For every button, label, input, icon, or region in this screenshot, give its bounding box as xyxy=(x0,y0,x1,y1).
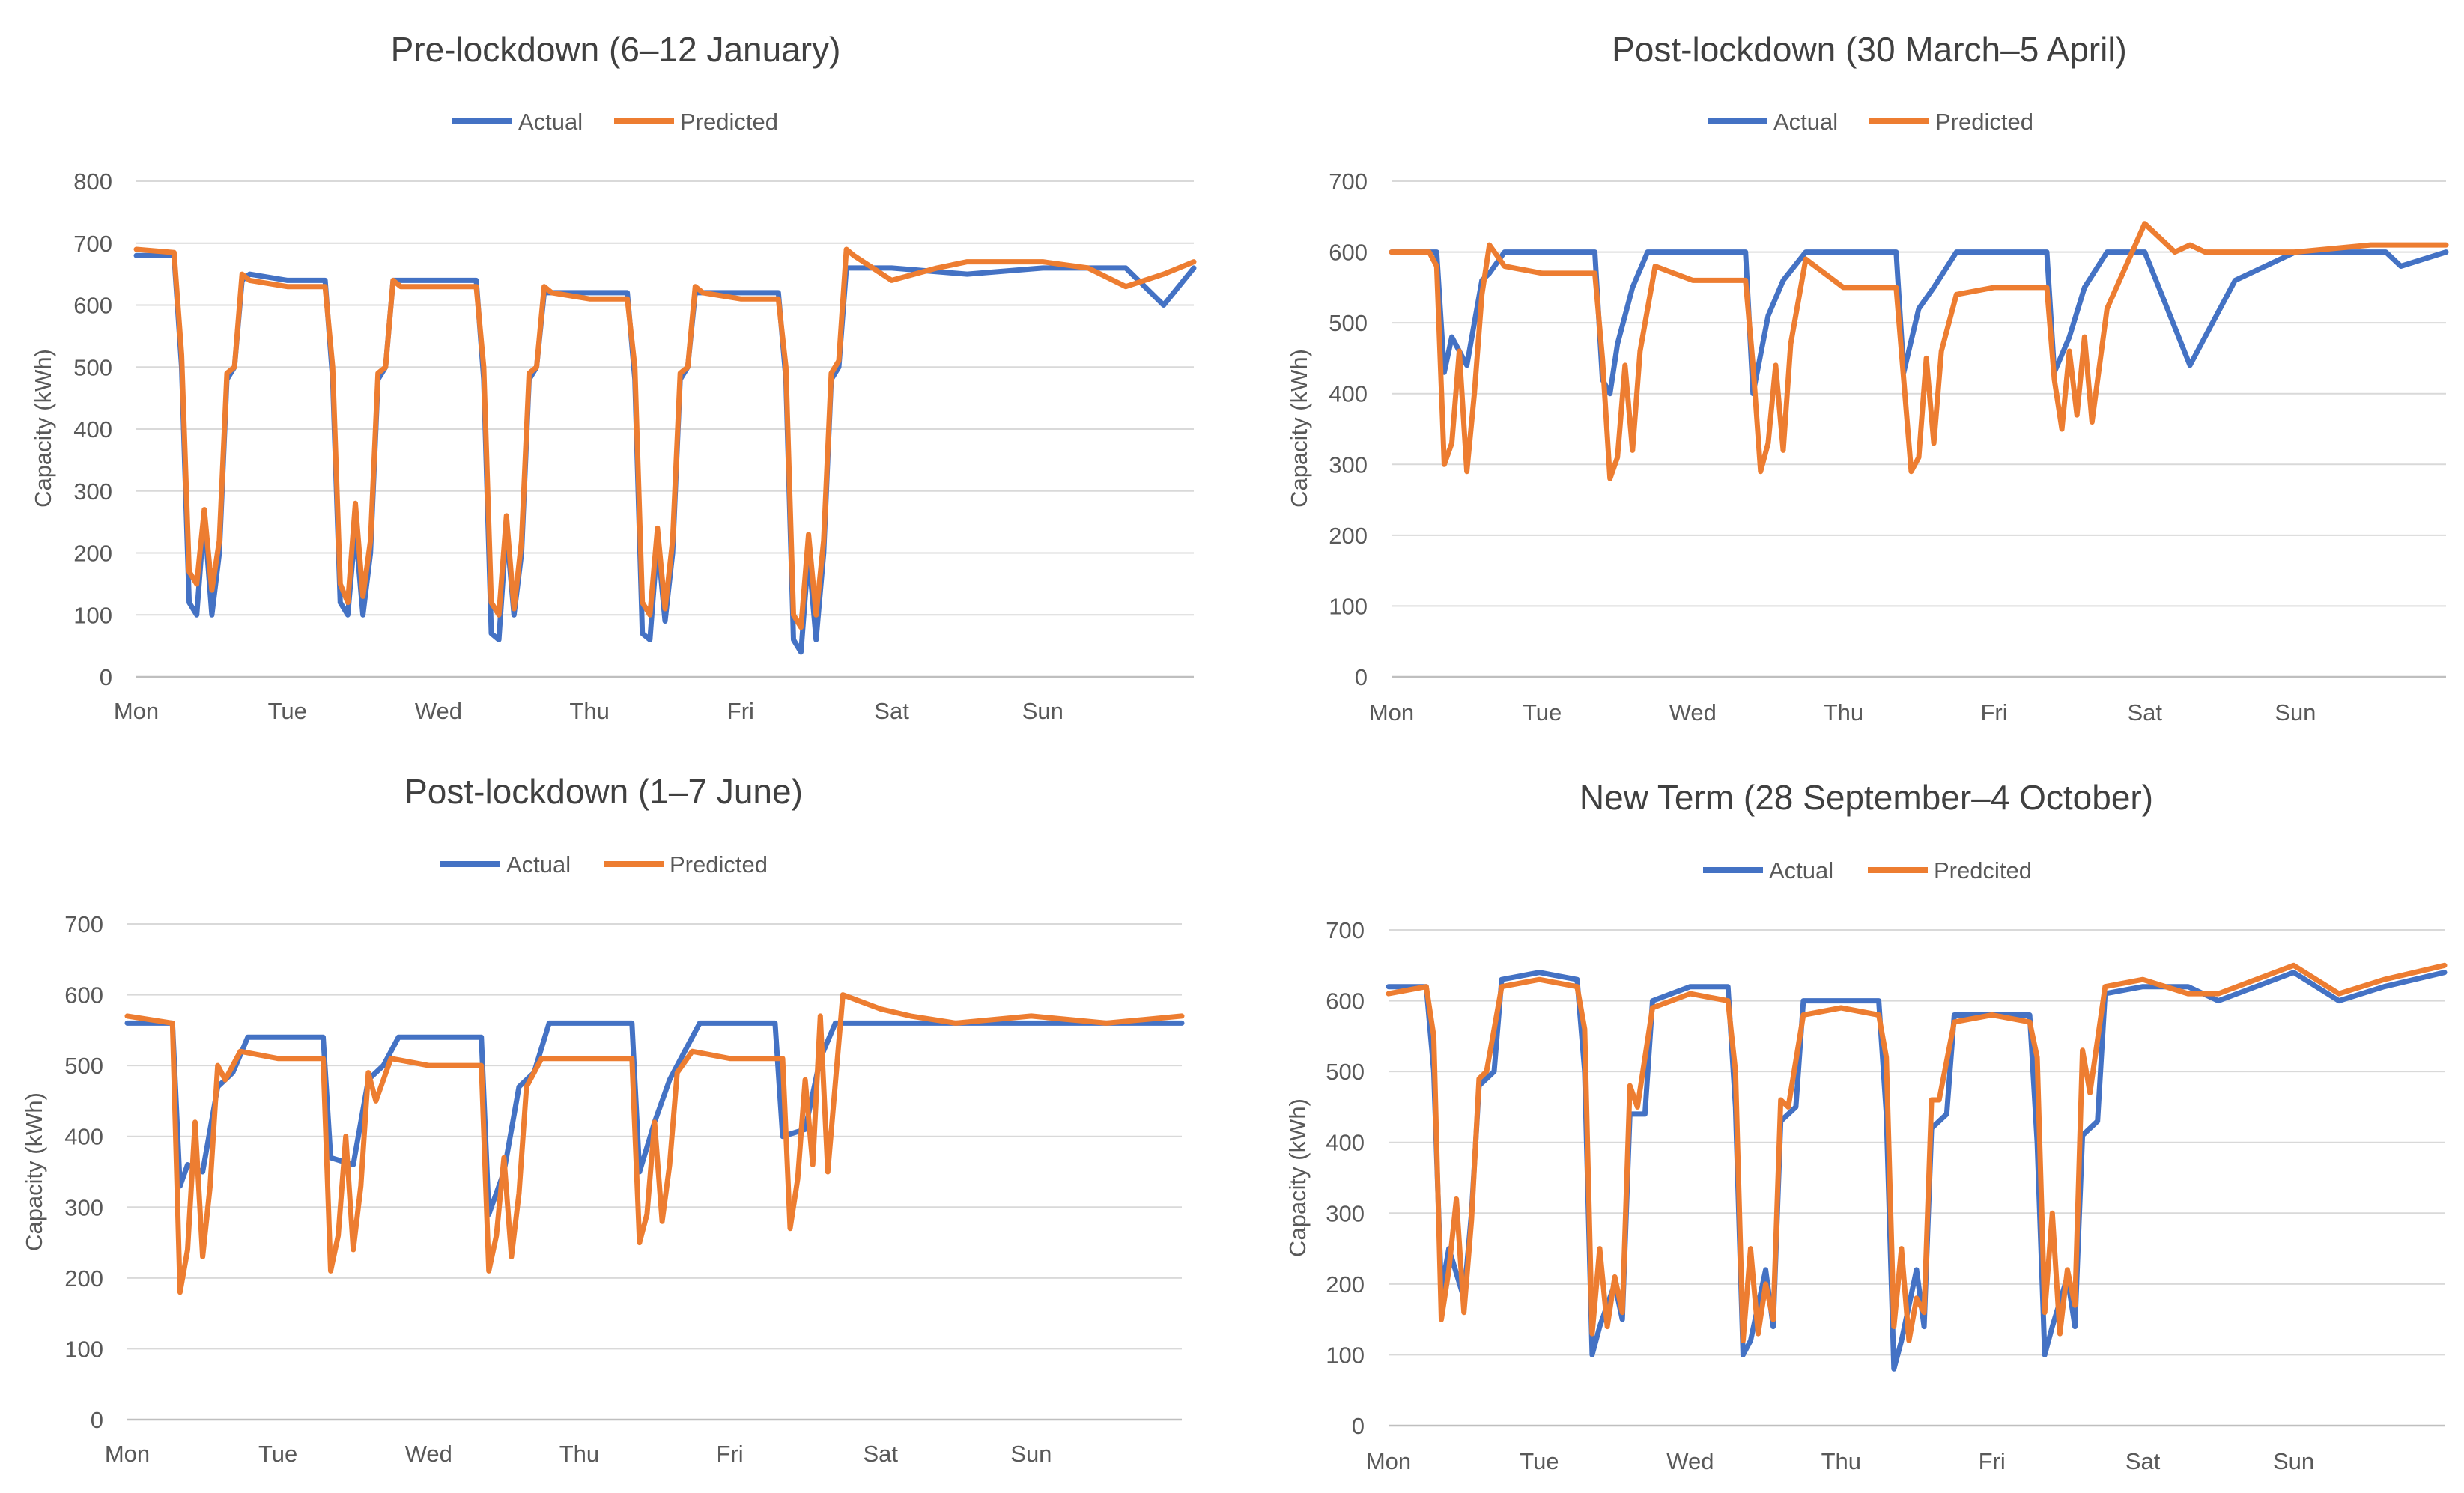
x-tick-label: Mon xyxy=(114,698,159,724)
legend: Actual Predicted xyxy=(1708,109,2033,135)
chart-title: Pre-lockdown (6–12 January) xyxy=(391,30,841,69)
x-tick-label: Sun xyxy=(2273,1448,2314,1474)
legend-label-actual: Actual xyxy=(506,851,571,878)
chart-title: Post-lockdown (1–7 June) xyxy=(404,772,803,811)
x-tick-label: Wed xyxy=(415,698,462,724)
y-tick-label: 700 xyxy=(73,231,112,257)
x-tick-label: Sun xyxy=(1022,698,1063,724)
chart-title: Post-lockdown (30 March–5 April) xyxy=(1612,30,2127,69)
y-tick-label: 600 xyxy=(73,293,112,319)
y-tick-label: 100 xyxy=(1326,1342,1365,1368)
y-tick-label: 100 xyxy=(73,602,112,628)
y-tick-label: 400 xyxy=(73,416,112,443)
y-tick-label: 400 xyxy=(64,1124,103,1150)
y-tick-label: 0 xyxy=(100,664,112,690)
legend: Actual Predicted xyxy=(440,851,768,878)
legend-label-predicted: Predicted xyxy=(680,109,778,135)
chart-new-term: New Term (28 September–4 October) Actual… xyxy=(1284,778,2448,1474)
chart-post-lockdown-june: Post-lockdown (1–7 June) Actual Predicte… xyxy=(21,772,1185,1467)
y-tick-label: 0 xyxy=(91,1407,103,1433)
x-tick-label: Mon xyxy=(105,1441,150,1467)
x-tick-label: Mon xyxy=(1369,699,1414,726)
x-tick-label: Sun xyxy=(2275,699,2316,726)
y-axis-label: Capacity (kWh) xyxy=(1286,349,1312,508)
x-tick-label: Sat xyxy=(2125,1448,2161,1474)
y-tick-label: 600 xyxy=(64,982,103,1009)
legend: Actual Predcited xyxy=(1703,857,2032,884)
x-tick-label: Sat xyxy=(874,698,909,724)
x-tick-label: Wed xyxy=(405,1441,452,1467)
y-tick-label: 500 xyxy=(1326,1059,1365,1085)
x-tick-label: Sun xyxy=(1010,1441,1052,1467)
x-tick-label: Thu xyxy=(559,1441,599,1467)
chart-pre-lockdown: Pre-lockdown (6–12 January) Actual Predi… xyxy=(30,30,1197,724)
series-line-predicted xyxy=(1389,221,2449,481)
legend-label-predicted: Predicted xyxy=(670,851,768,878)
y-tick-label: 400 xyxy=(1326,1130,1365,1156)
y-tick-label: 0 xyxy=(1352,1413,1365,1439)
y-tick-label: 100 xyxy=(64,1336,103,1362)
x-tick-label: Fri xyxy=(727,698,754,724)
y-tick-label: 700 xyxy=(1326,917,1365,943)
y-tick-label: 200 xyxy=(1329,523,1368,549)
y-tick-label: 800 xyxy=(73,168,112,195)
y-tick-label: 300 xyxy=(1329,451,1368,478)
x-tick-label: Fri xyxy=(1979,1448,2006,1474)
x-tick-label: Wed xyxy=(1666,1448,1714,1474)
y-tick-label: 300 xyxy=(64,1194,103,1220)
legend-label-actual: Actual xyxy=(1773,109,1838,135)
y-tick-label: 500 xyxy=(73,354,112,380)
x-tick-label: Mon xyxy=(1366,1448,1411,1474)
legend: Actual Predicted xyxy=(452,109,778,135)
series-line-predicted xyxy=(1386,962,2448,1343)
y-tick-label: 300 xyxy=(73,478,112,505)
y-axis-label: Capacity (kWh) xyxy=(21,1092,47,1251)
y-tick-label: 500 xyxy=(64,1053,103,1079)
x-tick-label: Tue xyxy=(1520,1448,1559,1474)
x-tick-label: Tue xyxy=(1523,699,1562,726)
y-tick-label: 700 xyxy=(64,911,103,937)
series-line-actual xyxy=(124,1020,1185,1217)
y-tick-label: 300 xyxy=(1326,1200,1365,1226)
legend-label-predicted: Predcited xyxy=(1934,857,2032,884)
series-line-predicted xyxy=(124,992,1185,1295)
y-tick-label: 200 xyxy=(64,1265,103,1292)
y-tick-label: 600 xyxy=(1329,240,1368,266)
x-tick-label: Tue xyxy=(258,1441,297,1467)
x-tick-label: Fri xyxy=(1980,699,2007,726)
y-tick-label: 0 xyxy=(1355,664,1368,690)
x-tick-label: Thu xyxy=(569,698,609,724)
y-tick-label: 200 xyxy=(73,541,112,567)
y-axis-label: Capacity (kWh) xyxy=(30,349,56,508)
y-tick-label: 700 xyxy=(1329,168,1368,195)
chart-title: New Term (28 September–4 October) xyxy=(1580,778,2153,817)
x-tick-label: Wed xyxy=(1669,699,1717,726)
chart-post-lockdown-march: Post-lockdown (30 March–5 April) Actual … xyxy=(1286,30,2449,726)
x-tick-label: Fri xyxy=(716,1441,743,1467)
legend-label-actual: Actual xyxy=(518,109,583,135)
x-tick-label: Sat xyxy=(2127,699,2162,726)
x-tick-label: Tue xyxy=(268,698,307,724)
series-line-predicted xyxy=(133,246,1197,630)
x-tick-label: Thu xyxy=(1821,1448,1861,1474)
y-tick-label: 100 xyxy=(1329,593,1368,619)
x-tick-label: Thu xyxy=(1824,699,1863,726)
legend-label-predicted: Predicted xyxy=(1935,109,2033,135)
y-tick-label: 400 xyxy=(1329,381,1368,407)
legend-label-actual: Actual xyxy=(1769,857,1833,884)
y-tick-label: 500 xyxy=(1329,310,1368,336)
x-tick-label: Sat xyxy=(863,1441,898,1467)
y-tick-label: 600 xyxy=(1326,988,1365,1015)
y-tick-label: 200 xyxy=(1326,1271,1365,1298)
y-axis-label: Capacity (kWh) xyxy=(1284,1098,1311,1257)
